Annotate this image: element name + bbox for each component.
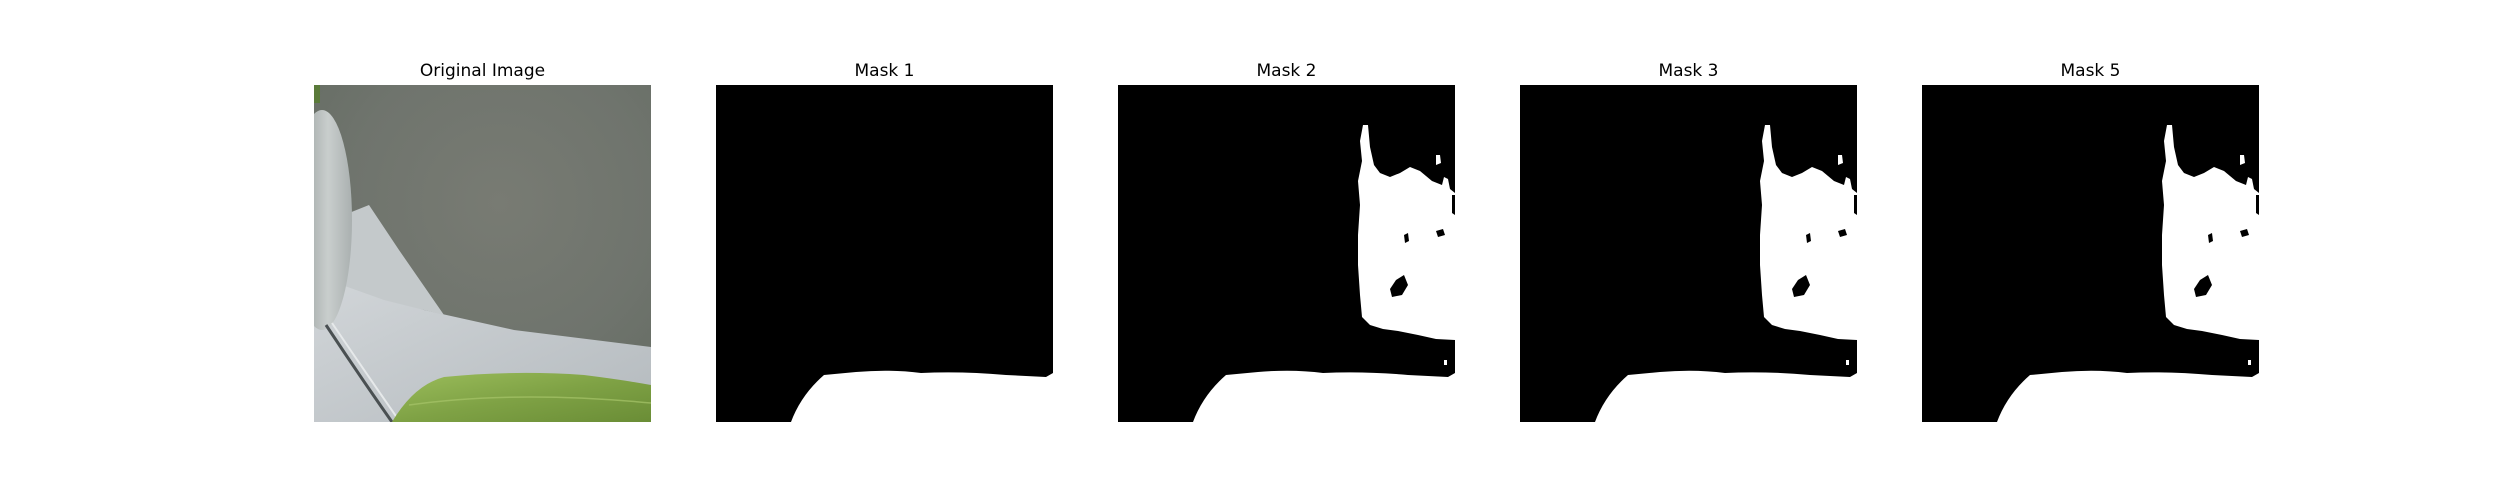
original-image <box>314 85 651 422</box>
panel-title-mask-1: Mask 1 <box>854 61 915 81</box>
mask-5-image <box>1922 85 2259 422</box>
panel-title-mask-3: Mask 3 <box>1658 61 1719 81</box>
mask-2-image <box>1118 85 1455 422</box>
mask-3-image <box>1520 85 1857 422</box>
mask-1-image <box>716 85 1053 422</box>
panel-title-mask-2: Mask 2 <box>1256 61 1317 81</box>
panel-title-mask-5: Mask 5 <box>2060 61 2121 81</box>
panel-title-original: Original Image <box>419 61 546 81</box>
